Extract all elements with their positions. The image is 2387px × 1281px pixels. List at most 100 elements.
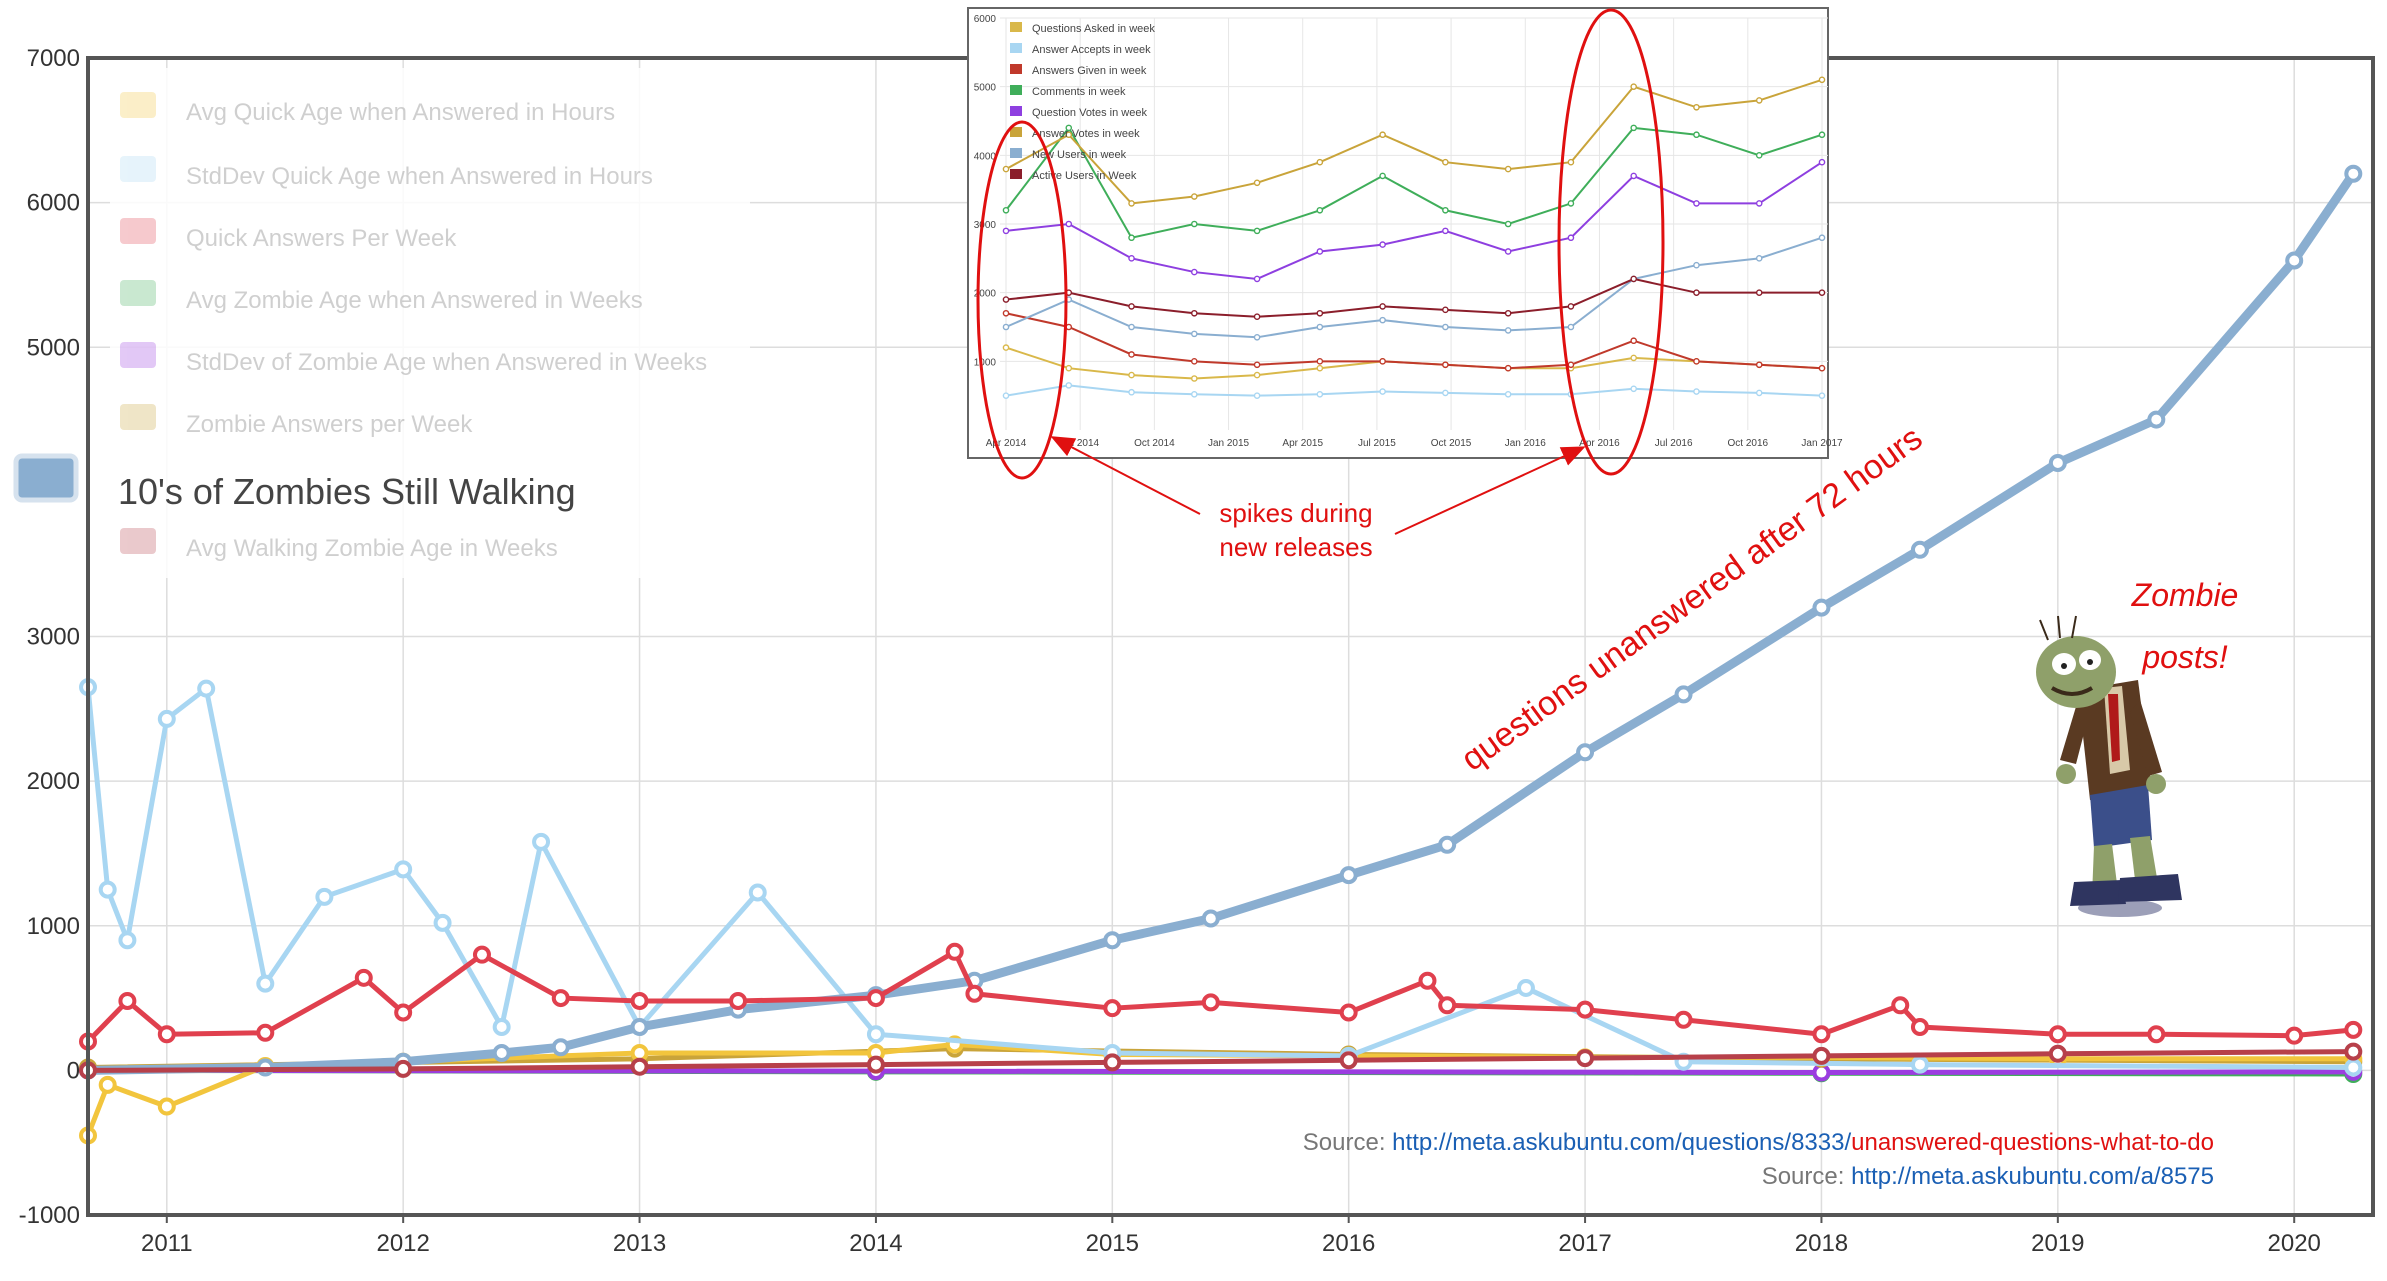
inset-data-point bbox=[1316, 390, 1324, 398]
inset-data-point bbox=[1316, 309, 1324, 317]
inset-x-tick-label: Jan 2016 bbox=[1505, 438, 1547, 449]
inset-data-point bbox=[1693, 261, 1700, 269]
spike-highlight-ellipse-2016 bbox=[1557, 8, 1665, 476]
inset-series-line bbox=[1005, 384, 1823, 397]
data-point bbox=[1438, 996, 1457, 1015]
inset-series-line bbox=[1005, 161, 1823, 280]
inset-data-point bbox=[1379, 303, 1386, 310]
legend-item-quick-answers[interactable]: Quick Answers Per Week bbox=[120, 218, 457, 252]
x-tick-label: 2016 bbox=[1322, 1230, 1375, 1257]
legend-item-walking-zombie-age[interactable]: Avg Walking Zombie Age in Weeks bbox=[120, 528, 558, 562]
inset-data-point bbox=[1504, 165, 1512, 173]
inset-data-point bbox=[1002, 206, 1010, 214]
inset-series-line bbox=[1005, 78, 1823, 205]
inset-data-point bbox=[1128, 351, 1135, 358]
series-quick-answers-per-week bbox=[79, 942, 2363, 1051]
data-point bbox=[492, 1017, 511, 1036]
legend-item-stddev-zombie-age[interactable]: StdDev of Zombie Age when Answered in We… bbox=[120, 342, 707, 376]
data-point bbox=[1103, 931, 1122, 950]
data-point bbox=[630, 1057, 649, 1076]
source-citations: Source: http://meta.askubuntu.com/questi… bbox=[1303, 1129, 2214, 1190]
inset-x-tick-label: Jul 2014 bbox=[1061, 438, 1099, 449]
inset-data-point bbox=[1002, 392, 1010, 399]
inset-data-point bbox=[1630, 124, 1637, 132]
inset-x-tick-label: Jul 2015 bbox=[1358, 438, 1396, 449]
data-point bbox=[394, 1003, 413, 1022]
y-tick-label: 6000 bbox=[27, 190, 80, 217]
zombie-annotation-line2: posts! bbox=[2141, 639, 2227, 675]
inset-data-point bbox=[1065, 124, 1073, 132]
x-tick-label: 2020 bbox=[2268, 1230, 2321, 1257]
data-point bbox=[2048, 1044, 2067, 1063]
inset-data-point bbox=[1442, 389, 1449, 397]
source-link-2[interactable]: http://meta.askubuntu.com/a/8575 bbox=[1851, 1163, 2214, 1190]
data-point bbox=[945, 942, 964, 961]
annotations: spikes during new releases questions una… bbox=[1050, 419, 2238, 779]
inset-series-answers-given-in-week bbox=[1002, 309, 1826, 372]
inset-data-point bbox=[1442, 206, 1449, 214]
inset-series-comments-in-week bbox=[1002, 124, 1826, 242]
data-point bbox=[472, 945, 491, 964]
inset-x-tick-label: Oct 2016 bbox=[1728, 438, 1769, 449]
inset-data-point bbox=[1693, 358, 1700, 365]
inset-legend-label: Question Votes in week bbox=[1032, 107, 1147, 119]
inset-data-point bbox=[1379, 388, 1386, 395]
inset-data-point bbox=[1316, 364, 1324, 372]
inset-data-point bbox=[1316, 323, 1324, 331]
inset-data-point bbox=[1253, 227, 1261, 235]
inset-legend-label: Active Users in Week bbox=[1032, 170, 1137, 182]
inset-legend-item: Answer Accepts in week bbox=[1010, 43, 1151, 56]
data-point bbox=[2048, 1025, 2067, 1044]
source-prefix: Source: bbox=[1762, 1163, 1845, 1190]
inset-data-point bbox=[1693, 289, 1700, 296]
inset-data-point bbox=[1567, 303, 1575, 310]
inset-x-tick-label: Oct 2015 bbox=[1431, 438, 1472, 449]
inset-y-tick-label: 5000 bbox=[974, 83, 997, 94]
inset-data-point bbox=[1818, 364, 1826, 372]
source-link-1[interactable]: http://meta.askubuntu.com/questions/8333… bbox=[1392, 1129, 1851, 1156]
source-link-1-slug[interactable]: unanswered-questions-what-to-do bbox=[1851, 1129, 2214, 1156]
data-point bbox=[630, 991, 649, 1010]
inset-x-tick-label: Jan 2015 bbox=[1208, 438, 1250, 449]
source-line-1: Source: http://meta.askubuntu.com/questi… bbox=[1303, 1129, 2214, 1156]
inset-data-point bbox=[1191, 268, 1198, 276]
inset-legend-item: Active Users in Week bbox=[1010, 169, 1137, 182]
legend-item-stddev-quick-age[interactable]: StdDev Quick Age when Answered in Hours bbox=[120, 156, 653, 190]
legend-item-zombie-answers[interactable]: Zombie Answers per Week bbox=[120, 404, 473, 438]
inset-data-point bbox=[1693, 131, 1700, 139]
legend-label: Avg Walking Zombie Age in Weeks bbox=[186, 535, 558, 562]
inset-data-point bbox=[1755, 255, 1763, 262]
inset-y-axis: 6000 5000 4000 3000 2000 1000 bbox=[974, 14, 997, 368]
inset-data-point bbox=[1693, 103, 1700, 111]
inset-data-point bbox=[1379, 241, 1386, 248]
inset-data-point bbox=[1693, 200, 1700, 207]
inset-series-group bbox=[1002, 76, 1826, 399]
inset-data-point bbox=[1567, 361, 1575, 369]
inset-data-point bbox=[1316, 358, 1324, 365]
inset-data-point bbox=[1316, 248, 1324, 255]
data-point bbox=[1418, 971, 1437, 990]
trend-annotation: questions unanswered after 72 hours bbox=[1454, 419, 1929, 779]
inset-data-point bbox=[1818, 131, 1826, 139]
inset-data-point bbox=[1818, 234, 1826, 242]
data-point bbox=[1438, 835, 1457, 854]
inset-data-point bbox=[1504, 390, 1512, 398]
inset-data-point bbox=[1504, 309, 1512, 317]
inset-chart: 6000 5000 4000 3000 2000 1000 Apr 2014 Jul 201… bbox=[967, 7, 1843, 480]
inset-data-point bbox=[1002, 323, 1010, 331]
data-point bbox=[1201, 909, 1220, 928]
x-tick-label: 2012 bbox=[376, 1230, 429, 1257]
data-point bbox=[394, 860, 413, 879]
inset-data-point bbox=[1002, 309, 1010, 317]
inset-data-point bbox=[1191, 193, 1198, 200]
inset-series-answer-accepts-in-week bbox=[1002, 382, 1826, 399]
inset-data-point bbox=[1065, 382, 1073, 389]
legend-item-avg-quick-age[interactable]: Avg Quick Age when Answered in Hours bbox=[120, 92, 615, 126]
inset-x-tick-label: Oct 2014 bbox=[1134, 438, 1175, 449]
legend-item-zombies-walking[interactable]: 10's of Zombies Still Walking bbox=[13, 453, 576, 512]
legend-item-avg-zombie-age[interactable]: Avg Zombie Age when Answered in Weeks bbox=[120, 280, 643, 314]
y-tick-label: 0 bbox=[67, 1057, 80, 1084]
data-point bbox=[1339, 1051, 1358, 1070]
inset-x-tick-label: Jul 2016 bbox=[1655, 438, 1693, 449]
